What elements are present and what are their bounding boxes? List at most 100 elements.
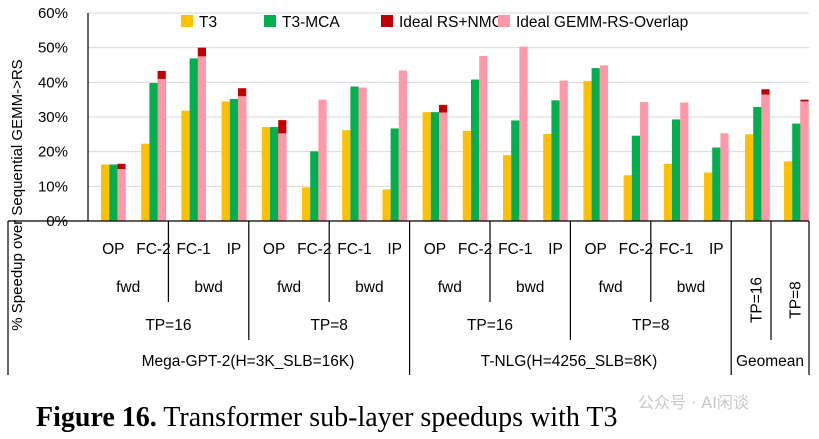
bar-t3-mca	[109, 164, 118, 221]
legend-label: Ideal GEMM-RS-Overlap	[516, 14, 688, 31]
bar-t3-mca	[712, 147, 721, 221]
bar-t3	[543, 133, 552, 221]
bar-t3	[141, 143, 150, 221]
bar-ideal-overlap	[800, 101, 809, 221]
category-label: OP	[584, 241, 606, 258]
bar-ideal-overlap	[318, 99, 327, 221]
bar-ideal-overlap	[680, 102, 689, 221]
figure-caption: Figure 16. Transformer sub-layer speedup…	[36, 402, 617, 433]
bar-t3-mca	[270, 127, 279, 221]
group-label-direction: fwd	[438, 279, 462, 296]
category-label: IP	[227, 241, 242, 258]
bar-ideal-overlap	[559, 80, 568, 221]
y-tick-label: 20%	[38, 144, 68, 161]
group-label-model: Geomean	[736, 353, 804, 370]
grid-lines	[88, 12, 809, 222]
legend-label: Ideal RS+NMC	[399, 14, 503, 31]
bar-ideal-overlap	[599, 65, 608, 221]
group-label-tp: TP=16	[467, 317, 513, 334]
bar-t3	[302, 187, 311, 221]
bar-t3	[221, 101, 230, 221]
bar-ideal-overlap	[117, 169, 126, 221]
axes	[8, 13, 809, 222]
bar-t3	[503, 155, 512, 221]
bar-t3-mca	[471, 79, 480, 221]
bar-t3	[261, 127, 270, 221]
legend-swatch	[181, 15, 193, 27]
bar-ideal-overlap	[238, 96, 247, 221]
category-label: TP=16	[748, 277, 765, 323]
group-label-direction: fwd	[277, 279, 301, 296]
bar-t3-mca	[149, 83, 158, 221]
bar-ideal-overlap	[398, 70, 407, 222]
y-tick-label: 60%	[38, 5, 68, 22]
bar-t3-mca	[631, 135, 640, 221]
bar-t3-mca	[310, 151, 319, 221]
bar-ideal-overlap	[197, 56, 206, 222]
bar-ideal-overlap	[479, 55, 488, 222]
group-label-tp: TP=8	[310, 317, 347, 334]
group-label-direction: bwd	[516, 279, 544, 296]
legend-label: T3-MCA	[282, 14, 340, 31]
category-label: FC-2	[619, 241, 653, 258]
legend-label: T3	[199, 14, 217, 31]
y-tick-label: 50%	[38, 40, 68, 57]
bar-t3	[623, 175, 632, 221]
bar-t3	[583, 80, 592, 222]
legend-swatch	[381, 15, 393, 27]
bar-t3	[101, 164, 110, 221]
legend-swatch	[498, 15, 510, 27]
bar-t3	[745, 134, 754, 221]
bar-ideal-overlap	[761, 94, 770, 221]
category-label: FC-1	[176, 241, 210, 258]
group-label-direction: bwd	[355, 279, 383, 296]
bar-t3	[462, 130, 471, 221]
bar-ideal-overlap	[358, 87, 367, 222]
group-label-direction: bwd	[677, 279, 705, 296]
caption-text: Transformer sub-layer speedups with T3	[157, 402, 618, 433]
y-tick-label: 30%	[38, 109, 68, 126]
y-tick-label: 10%	[38, 178, 68, 195]
bar-t3-mca	[511, 120, 520, 221]
group-label-tp: TP=8	[632, 317, 669, 334]
bar-t3-mca	[189, 58, 198, 222]
category-label: IP	[387, 241, 402, 258]
caption-bold: Figure 16.	[36, 402, 157, 433]
group-label-tp: TP=16	[145, 317, 191, 334]
bars	[101, 46, 809, 222]
bar-ideal-overlap	[640, 102, 649, 221]
legend-swatch	[264, 15, 276, 27]
category-label: FC-1	[498, 241, 532, 258]
bar-t3-mca	[792, 123, 801, 221]
group-label-direction: bwd	[194, 279, 222, 296]
bar-t3-mca	[350, 86, 359, 221]
category-label: FC-2	[297, 241, 331, 258]
bar-ideal-overlap	[720, 133, 729, 221]
category-label: IP	[709, 241, 724, 258]
group-label-model: T-NLG(H=4256_SLB=8K)	[481, 353, 658, 370]
group-label-model: Mega-GPT-2(H=3K_SLB=16K)	[142, 353, 355, 370]
category-label: IP	[548, 241, 563, 258]
bar-ideal-overlap	[157, 78, 166, 221]
category-label: OP	[424, 241, 446, 258]
category-label: OP	[102, 241, 124, 258]
bar-t3-mca	[753, 106, 762, 221]
bar-ideal-overlap	[278, 133, 287, 221]
category-label: FC-2	[458, 241, 492, 258]
watermark-text: 公众号 · AI闲谈	[638, 393, 749, 412]
bar-t3-mca	[229, 98, 238, 221]
bar-t3	[663, 163, 672, 221]
bar-t3	[784, 161, 793, 221]
category-label: FC-1	[659, 241, 693, 258]
category-label: FC-2	[136, 241, 170, 258]
bar-t3	[342, 130, 351, 221]
group-label-direction: fwd	[116, 279, 140, 296]
bar-t3-mca	[390, 128, 399, 221]
bar-t3-mca	[672, 119, 681, 221]
category-label: TP=8	[787, 281, 804, 318]
bar-ideal-overlap	[519, 46, 528, 222]
category-label: FC-1	[337, 241, 371, 258]
category-axis: OP FC-2 FC-1 IP OP FC-2 FC-1 IP OP FC-2 FC-1 IP OP FC…	[7, 221, 810, 375]
bar-t3-mca	[551, 100, 560, 221]
bar-t3	[704, 172, 713, 221]
